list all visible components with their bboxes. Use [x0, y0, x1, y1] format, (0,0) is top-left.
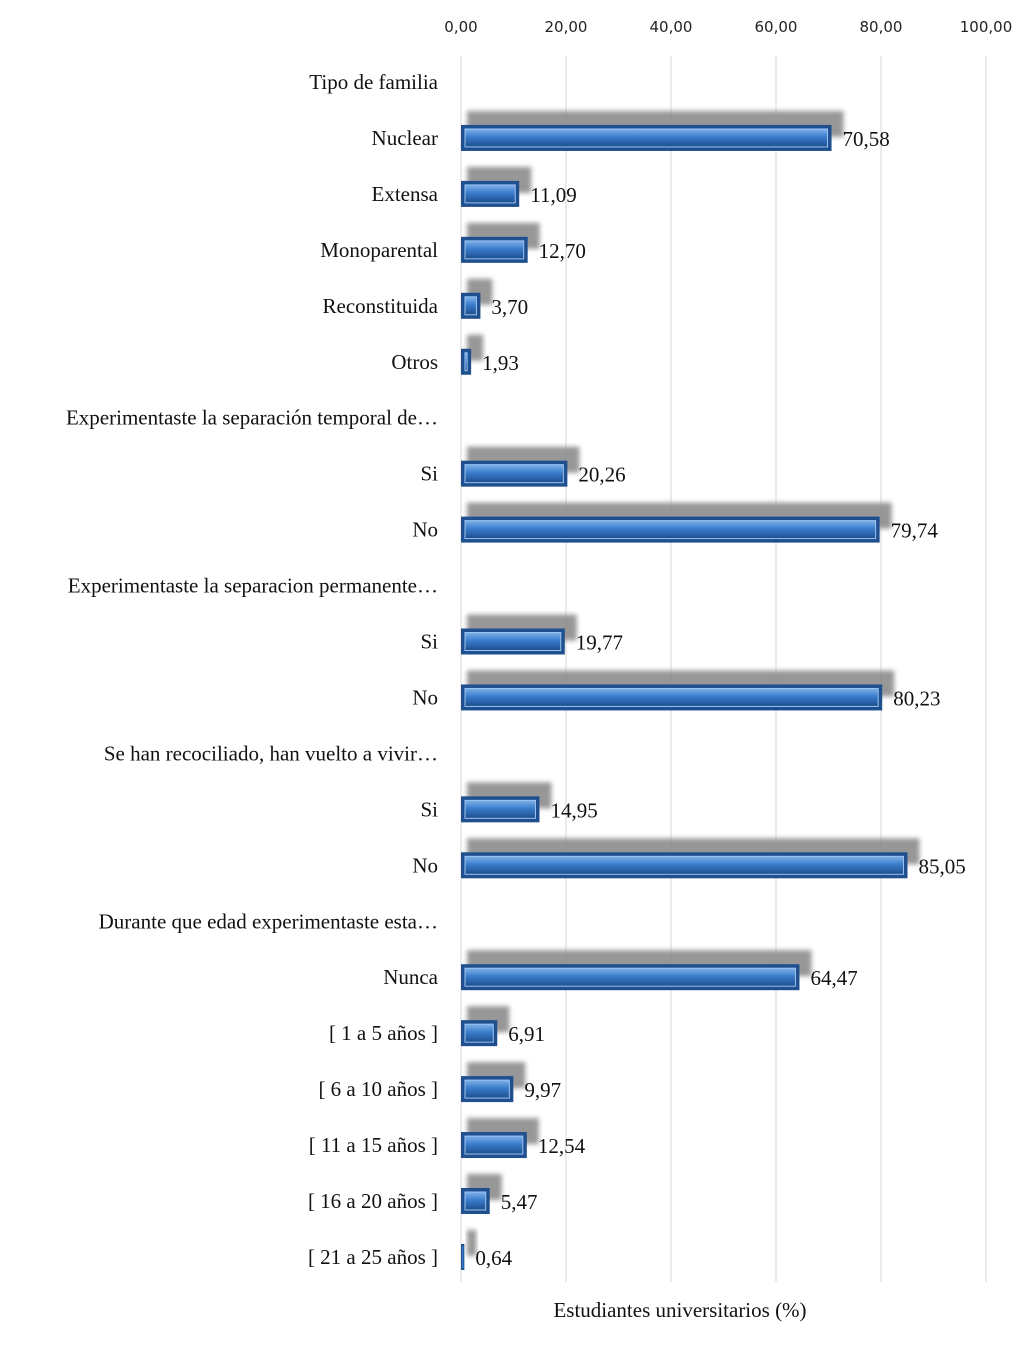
value-label: 20,26 [578, 463, 625, 487]
value-label: 80,23 [893, 686, 940, 710]
category-label: [ 21 a 25 años ] [308, 1245, 438, 1269]
bar-face [465, 1080, 509, 1098]
bar-face [465, 1136, 523, 1154]
category-label: [ 1 a 5 años ] [329, 1021, 438, 1045]
value-label: 85,05 [919, 854, 966, 878]
category-label: Si [420, 797, 438, 821]
bar-face [465, 633, 561, 651]
value-label: 19,77 [576, 631, 623, 655]
value-label: 64,47 [810, 966, 857, 990]
category-label: [ 6 a 10 años ] [318, 1077, 438, 1101]
value-label: 70,58 [843, 127, 890, 151]
bar-face [465, 129, 828, 147]
x-tick-label: 60,00 [755, 18, 798, 36]
bar-face [465, 688, 878, 706]
bar-face [465, 800, 535, 818]
bar-face [465, 353, 467, 371]
value-label: 5,47 [501, 1190, 538, 1214]
category-label: Si [420, 462, 438, 486]
bar-face [465, 968, 795, 986]
category-label: Otros [391, 350, 438, 374]
category-label: No [412, 518, 438, 542]
x-tick-label: 40,00 [650, 18, 693, 36]
x-axis-ticks: 0,00 20,00 40,00 60,00 80,00 100,00 [444, 18, 1012, 36]
x-tick-label: 80,00 [860, 18, 903, 36]
value-label: 1,93 [482, 351, 519, 375]
value-label: 14,95 [550, 798, 597, 822]
bar-face [465, 1192, 486, 1210]
x-tick-label: 0,00 [444, 18, 477, 36]
x-axis-title: Estudiantes universitarios (%) [553, 1298, 806, 1322]
bar-face [462, 1246, 463, 1268]
category-label: Si [420, 630, 438, 654]
category-label: Reconstituida [323, 294, 439, 318]
category-label: No [412, 853, 438, 877]
x-tick-label: 20,00 [545, 18, 588, 36]
bar-face [465, 521, 876, 539]
bar-face [465, 185, 515, 203]
x-tick-label: 100,00 [960, 18, 1013, 36]
group-header-label: Tipo de familia [309, 70, 438, 94]
category-label: Monoparental [320, 238, 438, 262]
category-label: [ 11 a 15 años ] [309, 1133, 438, 1157]
group-header-label: Durante que edad experimentaste esta… [99, 909, 438, 933]
category-label: Extensa [372, 182, 439, 206]
group-header-label: Experimentaste la separacion permanente… [68, 574, 438, 598]
group-header-label: Experimentaste la separación temporal de… [66, 406, 438, 430]
value-label: 12,54 [538, 1134, 586, 1158]
category-label: Nunca [383, 965, 438, 989]
bar-face [465, 465, 563, 483]
value-label: 11,09 [530, 183, 576, 207]
category-label: [ 16 a 20 años ] [308, 1189, 438, 1213]
value-label: 12,70 [539, 239, 586, 263]
value-label: 79,74 [891, 519, 939, 543]
bar-face [465, 241, 524, 259]
bar-face [465, 297, 476, 315]
group-header-label: Se han recociliado, han vuelto a vivir… [104, 741, 438, 765]
value-label: 3,70 [491, 295, 528, 319]
bar-face [465, 1024, 493, 1042]
bar-face [465, 856, 904, 874]
value-label: 6,91 [508, 1022, 545, 1046]
category-label: No [412, 685, 438, 709]
value-label: 0,64 [475, 1246, 512, 1270]
value-label: 9,97 [524, 1078, 561, 1102]
category-label: Nuclear [372, 126, 438, 150]
